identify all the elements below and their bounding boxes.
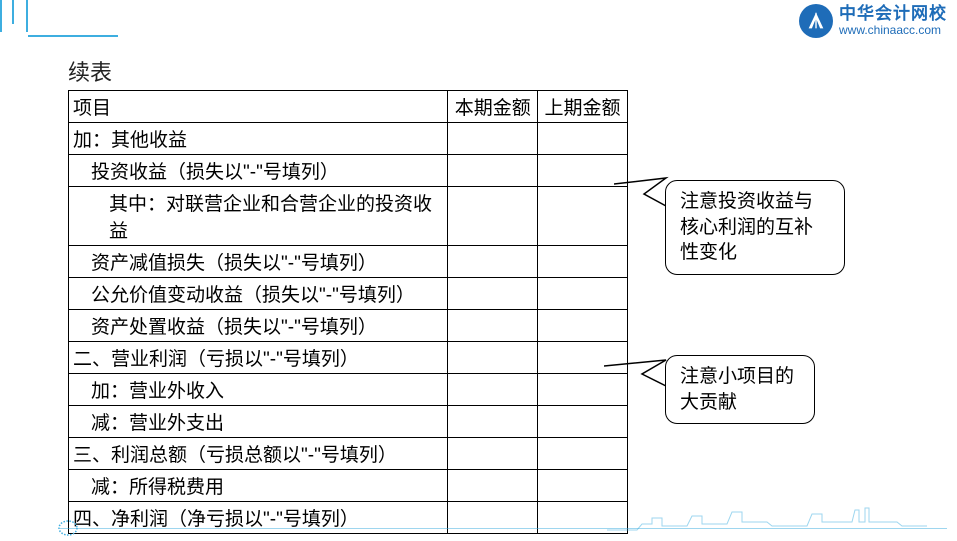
callout-investment: 注意投资收益与核心利润的互补性变化 <box>665 180 845 275</box>
table-row: 公允价值变动收益（损失以"-"号填列） <box>69 278 628 310</box>
table-row: 资产处置收益（损失以"-"号填列） <box>69 310 628 342</box>
current-amount-cell <box>448 278 538 310</box>
callout-text: 注意小项目的大贡献 <box>680 366 794 413</box>
item-cell: 减：所得税费用 <box>69 470 448 502</box>
brand-name-cn: 中华会计网校 <box>839 5 947 24</box>
income-table: 项目 本期金额 上期金额 加：其他收益投资收益（损失以"-"号填列）其中：对联营… <box>68 90 628 534</box>
item-cell: 公允价值变动收益（损失以"-"号填列） <box>69 278 448 310</box>
item-cell: 资产减值损失（损失以"-"号填列） <box>69 246 448 278</box>
callout-tail-icon <box>604 358 672 392</box>
brand-text: 中华会计网校 www.chinaacc.com <box>839 5 947 37</box>
item-cell: 三、利润总额（亏损总额以"-"号填列） <box>69 438 448 470</box>
item-cell: 加：其他收益 <box>69 123 448 155</box>
table-row: 加：其他收益 <box>69 123 628 155</box>
col-header-item: 项目 <box>69 91 448 123</box>
current-amount-cell <box>448 438 538 470</box>
table-row: 三、利润总额（亏损总额以"-"号填列） <box>69 438 628 470</box>
callout-text: 注意投资收益与核心利润的互补性变化 <box>680 191 813 263</box>
item-cell: 其中：对联营企业和合营企业的投资收益 <box>69 187 448 246</box>
brand-name-en: www.chinaacc.com <box>839 24 947 37</box>
prior-amount-cell <box>538 310 628 342</box>
top-accent-line <box>28 35 118 37</box>
logo-circle-icon <box>799 4 833 38</box>
brand-logo: 中华会计网校 www.chinaacc.com <box>799 4 947 38</box>
prior-amount-cell <box>538 406 628 438</box>
current-amount-cell <box>448 342 538 374</box>
current-amount-cell <box>448 246 538 278</box>
prior-amount-cell <box>538 246 628 278</box>
prior-amount-cell <box>538 278 628 310</box>
current-amount-cell <box>448 406 538 438</box>
item-cell: 资产处置收益（损失以"-"号填列） <box>69 310 448 342</box>
current-amount-cell <box>448 470 538 502</box>
table-row: 其中：对联营企业和合营企业的投资收益 <box>69 187 628 246</box>
table-row: 减：营业外支出 <box>69 406 628 438</box>
top-left-deco-icon <box>0 0 28 32</box>
skyline-deco-icon <box>607 504 927 532</box>
item-cell: 减：营业外支出 <box>69 406 448 438</box>
table-header-row: 项目 本期金额 上期金额 <box>69 91 628 123</box>
prior-amount-cell <box>538 123 628 155</box>
callout-smallitem: 注意小项目的大贡献 <box>665 355 815 424</box>
table-row: 二、营业利润（亏损以"-"号填列） <box>69 342 628 374</box>
current-amount-cell <box>448 310 538 342</box>
prior-amount-cell <box>538 438 628 470</box>
table-row: 投资收益（损失以"-"号填列） <box>69 155 628 187</box>
table-row: 加：营业外收入 <box>69 374 628 406</box>
item-cell: 加：营业外收入 <box>69 374 448 406</box>
current-amount-cell <box>448 123 538 155</box>
table-row: 资产减值损失（损失以"-"号填列） <box>69 246 628 278</box>
current-amount-cell <box>448 155 538 187</box>
item-cell: 投资收益（损失以"-"号填列） <box>69 155 448 187</box>
col-header-prior: 上期金额 <box>538 91 628 123</box>
page-title: 续表 <box>68 55 112 87</box>
current-amount-cell <box>448 374 538 406</box>
current-amount-cell <box>448 187 538 246</box>
table-row: 减：所得税费用 <box>69 470 628 502</box>
item-cell: 二、营业利润（亏损以"-"号填列） <box>69 342 448 374</box>
prior-amount-cell <box>538 470 628 502</box>
logo-a-icon <box>805 10 827 32</box>
col-header-current: 本期金额 <box>448 91 538 123</box>
